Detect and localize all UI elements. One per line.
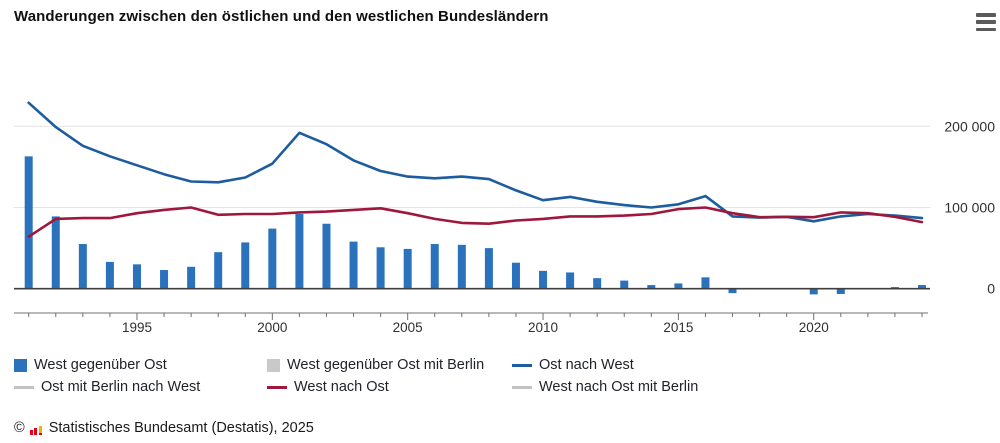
copyright-symbol: © (14, 420, 25, 436)
bar-west-gegenueber-ost[interactable] (430, 244, 439, 289)
legend-item-west-nach-ost[interactable]: West nach Ost (267, 379, 389, 395)
bar-west-gegenueber-ost[interactable] (701, 277, 710, 289)
legend-square-marker-icon (267, 358, 280, 372)
legend-line-marker-icon (512, 385, 532, 389)
chart-title: Wanderungen zwischen den östlichen und d… (14, 8, 549, 25)
x-axis-label: 2005 (393, 320, 423, 335)
y-axis-label: 0 (987, 281, 995, 297)
legend-square-marker-icon (14, 358, 27, 372)
bar-west-gegenueber-ost[interactable] (105, 261, 114, 289)
x-axis-label: 2020 (799, 320, 829, 335)
bar-west-gegenueber-ost[interactable] (620, 280, 629, 289)
legend-line-marker-icon (267, 385, 287, 389)
legend-line-marker-icon (512, 363, 532, 367)
bar-west-gegenueber-ost[interactable] (484, 248, 493, 289)
bar-west-gegenueber-ost[interactable] (78, 244, 87, 289)
bar-west-gegenueber-ost[interactable] (918, 285, 927, 289)
line-ost-nach-west[interactable] (27, 101, 924, 223)
bar-west-gegenueber-ost[interactable] (728, 288, 737, 294)
bar-west-gegenueber-ost[interactable] (322, 223, 331, 289)
bar-west-gegenueber-ost[interactable] (593, 278, 602, 289)
legend: West gegenüber Ost West gegenüber Ost mit… (0, 353, 1000, 401)
legend-item-west-nach-ost-mit-berlin[interactable]: West nach Ost mit Berlin (512, 379, 698, 395)
source-line: © Statistisches Bundesamt (Destatis), 20… (14, 420, 314, 436)
bar-west-gegenueber-ost[interactable] (647, 285, 656, 289)
legend-line-marker-icon (14, 385, 34, 389)
line-west-nach-ost[interactable] (27, 206, 924, 238)
bar-west-gegenueber-ost[interactable] (187, 266, 196, 289)
source-text: Statistisches Bundesamt (Destatis), 2025 (48, 420, 314, 436)
x-axis-label: 2010 (528, 320, 558, 335)
x-axis-label: 2015 (663, 320, 693, 335)
bar-west-gegenueber-ost[interactable] (674, 283, 683, 289)
hamburger-menu-icon[interactable] (976, 13, 997, 31)
bar-west-gegenueber-ost[interactable] (890, 287, 899, 289)
legend-item-ost-nach-west[interactable]: Ost nach West (512, 357, 634, 373)
bar-west-gegenueber-ost[interactable] (214, 252, 223, 289)
legend-item-label: West nach Ost (294, 379, 389, 395)
legend-item-label: Ost mit Berlin nach West (41, 379, 201, 395)
legend-item-west-gegen-ber-ost-mit-berlin[interactable]: West gegenüber Ost mit Berlin (267, 357, 484, 373)
bar-west-gegenueber-ost[interactable] (836, 288, 845, 294)
legend-item-label: West gegenüber Ost (34, 357, 167, 373)
hamburger-bar (976, 13, 996, 17)
bar-west-gegenueber-ost[interactable] (295, 213, 304, 289)
legend-item-west-gegen-ber-ost[interactable]: West gegenüber Ost (14, 357, 167, 373)
y-axis-label: 200 000 (944, 118, 995, 134)
bar-west-gegenueber-ost[interactable] (403, 248, 412, 289)
legend-item-label: Ost nach West (539, 357, 634, 373)
bar-west-gegenueber-ost[interactable] (132, 264, 141, 289)
bar-west-gegenueber-ost[interactable] (376, 247, 385, 289)
y-axis-label: 100 000 (944, 200, 995, 216)
legend-item-ost-mit-berlin-nach-west[interactable]: Ost mit Berlin nach West (14, 379, 200, 395)
bar-west-gegenueber-ost[interactable] (51, 216, 60, 289)
bar-west-gegenueber-ost[interactable] (160, 270, 169, 289)
bar-west-gegenueber-ost[interactable] (539, 270, 548, 289)
x-axis-label: 1995 (122, 320, 152, 335)
bar-west-gegenueber-ost[interactable] (457, 244, 466, 289)
bar-west-gegenueber-ost[interactable] (809, 288, 818, 295)
bar-west-gegenueber-ost[interactable] (241, 242, 250, 289)
bar-west-gegenueber-ost[interactable] (511, 262, 520, 289)
bar-west-gegenueber-ost[interactable] (268, 228, 277, 289)
hamburger-bar (976, 20, 996, 24)
x-axis-label: 2000 (257, 320, 287, 335)
legend-item-label: West gegenüber Ost mit Berlin (287, 357, 485, 373)
destatis-logo-icon (29, 423, 44, 436)
bar-west-gegenueber-ost[interactable] (349, 241, 358, 289)
hamburger-bar (976, 27, 996, 31)
plot-area: 200 000 100 000 0 1995 2000 2005 2010 2015 2020 (14, 101, 995, 335)
bar-west-gegenueber-ost[interactable] (566, 272, 575, 289)
legend-item-label: West nach Ost mit Berlin (539, 379, 699, 395)
bar-west-gegenueber-ost[interactable] (24, 156, 33, 289)
